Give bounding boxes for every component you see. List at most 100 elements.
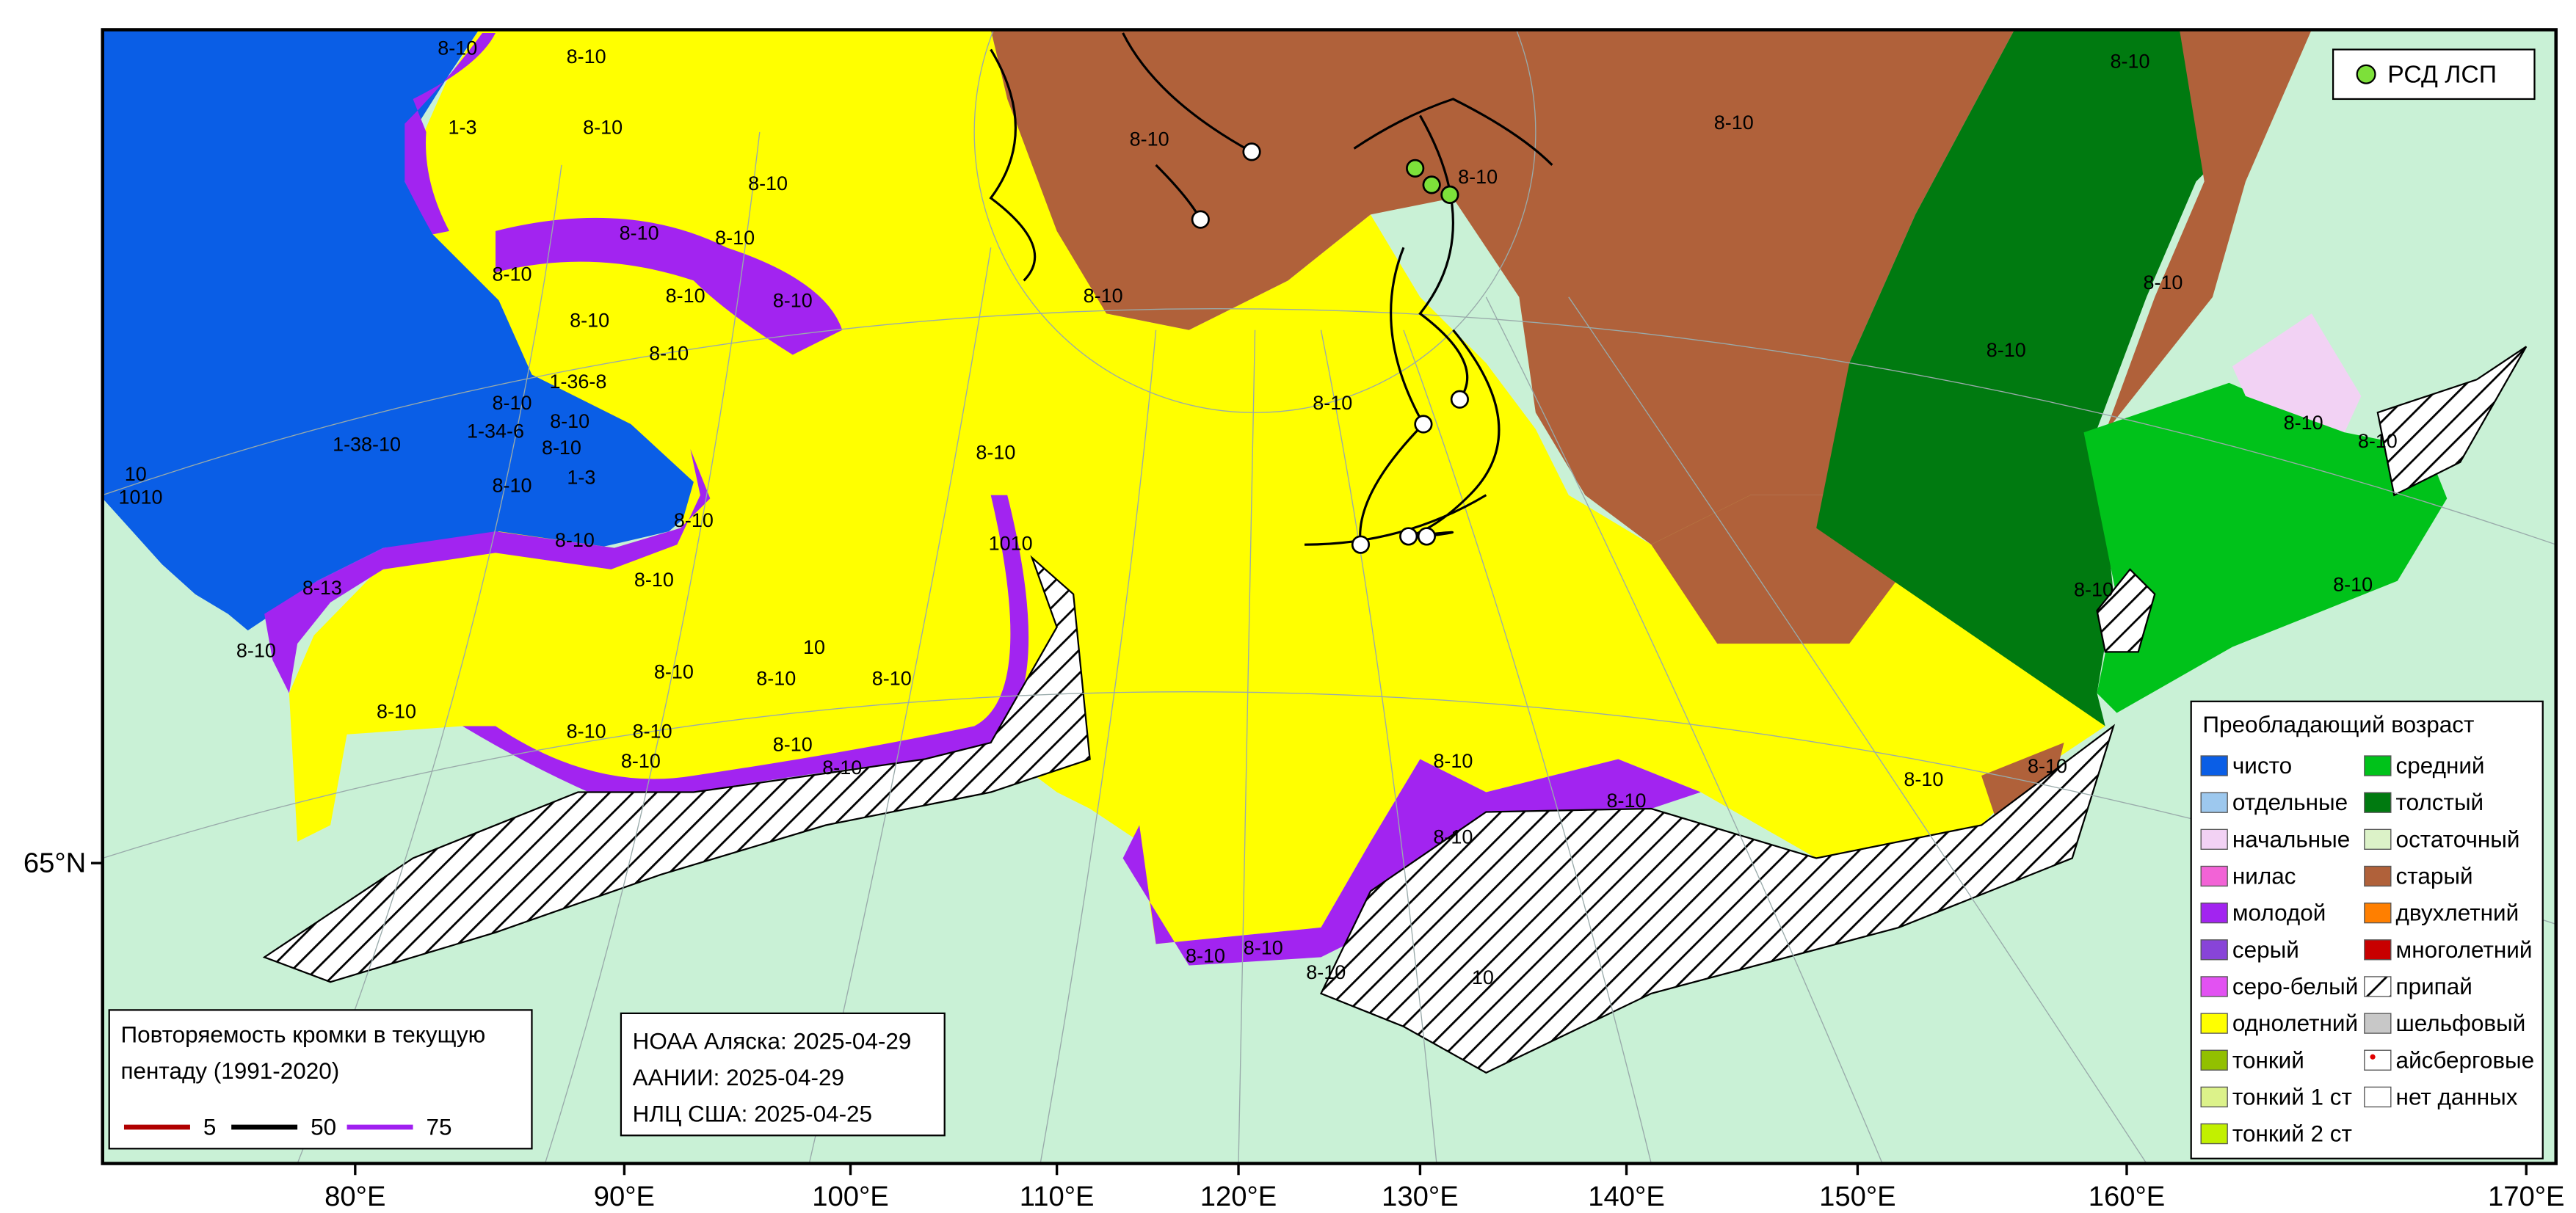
young-ice (404, 32, 496, 235)
ice-label: 8-10 (649, 343, 689, 365)
lon-label: 90°E (594, 1181, 655, 1212)
legend-swatch (2364, 976, 2392, 997)
legend-label: 75 (427, 1115, 452, 1140)
lat-label: 65°N (23, 848, 86, 879)
ice-label: 8-10 (2110, 51, 2149, 73)
axes: 80°E 90°E 100°E 110°E 120°E 130°E 140°E 150°E 16… (23, 848, 2565, 1212)
legend-label: тонкий (2232, 1047, 2304, 1073)
legend-label: старый (2396, 864, 2473, 889)
map-area: 8-10 8-10 1-3 8-10 8-10 8-10 8-10 8-10 8-10 8-10 8… (102, 29, 2556, 1164)
ice-label: 8-10 (492, 263, 531, 285)
legend-label: нилас (2232, 864, 2296, 889)
thick-ice (1816, 29, 2304, 726)
legend-label: серый (2232, 937, 2299, 963)
legend-label: молодой (2232, 900, 2326, 926)
legend-label: 5 (203, 1115, 217, 1140)
legend-label: припай (2396, 974, 2472, 999)
meridian (1403, 329, 1652, 1164)
open-water (102, 29, 707, 631)
medium-ice (2083, 382, 2448, 713)
legend-swatch (2364, 865, 2392, 887)
ice-label: 10 (1472, 966, 1494, 988)
legend-swatch (2200, 828, 2228, 850)
legend-label: айсберговые (2396, 1047, 2535, 1073)
sources-box: НОАА Аляска: 2025-04-29 ААНИИ: 2025-04-2… (620, 1012, 946, 1137)
ice-label: 8-10 (377, 701, 416, 723)
ice-label: 1-34-6 (467, 420, 524, 442)
source-line: НЛЦ США: 2025-04-25 (633, 1101, 872, 1127)
ice-label: 1-3 (567, 466, 595, 488)
ice-label: 8-10 (1987, 339, 2026, 361)
legend-label: чисто (2232, 753, 2292, 779)
ice-label: 10 (803, 636, 825, 658)
meridian (1320, 329, 1437, 1164)
ice-label: 8-10 (1433, 826, 1473, 848)
ice-label: 8-10 (1084, 285, 1123, 307)
ice-label: 8-10 (236, 639, 276, 661)
lon-label: 80°E (324, 1181, 385, 1212)
ice-label: 8-10 (976, 442, 1015, 464)
ice-label: 8-10 (748, 172, 788, 194)
legend-swatch (2200, 792, 2228, 813)
legend-title: пентаду (1991-2020) (120, 1058, 339, 1084)
ice-label: 8-10 (773, 290, 813, 312)
ice-label: 8-10 (550, 410, 589, 432)
legend-swatch (2364, 902, 2392, 924)
legend-label: однолетний (2232, 1010, 2358, 1036)
ice-label: 8-10 (822, 757, 862, 779)
legend-box (2190, 700, 2544, 1159)
legend-label: серо-белый (2232, 974, 2358, 999)
meridian (1485, 296, 1883, 1164)
ice-label: 1-3 (449, 117, 477, 139)
ice-label: 8-10 (492, 392, 531, 414)
legend-label: РСД ЛСП (2387, 60, 2497, 88)
lon-label: 160°E (2089, 1181, 2166, 1212)
legend-title: Повторяемость кромки в текущую (120, 1022, 485, 1048)
legend-swatch (2200, 1086, 2228, 1108)
ice-label: 8-10 (438, 37, 477, 59)
lon-label: 140°E (1588, 1181, 1665, 1212)
ice-label: 8-10 (570, 310, 609, 332)
ice-label: 8-10 (1458, 166, 1498, 188)
ice-label: 8-10 (1244, 936, 1283, 958)
legend-swatch (2200, 865, 2228, 887)
legend-label: 50 (311, 1115, 336, 1140)
legend-swatch (2364, 1049, 2392, 1071)
ice-label: 8-10 (872, 668, 912, 690)
legend-swatch (2364, 828, 2392, 850)
legend-label: тонкий 1 ст (2232, 1084, 2352, 1110)
lon-label: 170°E (2488, 1181, 2565, 1212)
legend-label: двухлетний (2396, 900, 2519, 926)
ice-label: 8-10 (621, 750, 661, 772)
source-line: ААНИИ: 2025-04-29 (633, 1065, 844, 1090)
legend-swatch (2364, 1086, 2392, 1108)
station (1351, 535, 1371, 554)
ice-label: 8-10 (1433, 750, 1473, 772)
station-rsd (1406, 159, 1425, 178)
station-rsd (1422, 175, 1441, 194)
source-line: НОАА Аляска: 2025-04-29 (633, 1029, 912, 1054)
ice-label: 1-36-8 (549, 371, 606, 393)
ice-label: 8-10 (620, 222, 659, 244)
ice-label: 8-13 (302, 577, 342, 599)
ice-label: 8-10 (1904, 768, 1943, 790)
legend-swatch (2364, 939, 2392, 961)
ice-label: 8-10 (583, 117, 623, 139)
legend-label: шельфовый (2396, 1010, 2526, 1036)
ice-labels: 8-10 8-10 1-3 8-10 8-10 8-10 8-10 8-10 8-10 8-10 8… (118, 37, 2397, 988)
ice-label: 8-10 (654, 661, 694, 683)
ice-label: 1010 (989, 532, 1033, 554)
meridian (544, 131, 761, 1164)
ice-label: 8-10 (634, 569, 674, 591)
legend-label: многолетний (2396, 937, 2533, 963)
station-legend: РСД ЛСП (2332, 48, 2536, 101)
station (1450, 390, 1469, 409)
legend-swatch (2200, 755, 2228, 776)
legend-label: нет данных (2396, 1084, 2518, 1110)
stations (1191, 142, 1469, 554)
parallel (102, 691, 2556, 925)
ice-label: 8-10 (567, 721, 606, 743)
legend-label: толстый (2396, 790, 2484, 815)
ice-label: 8-10 (542, 437, 581, 459)
